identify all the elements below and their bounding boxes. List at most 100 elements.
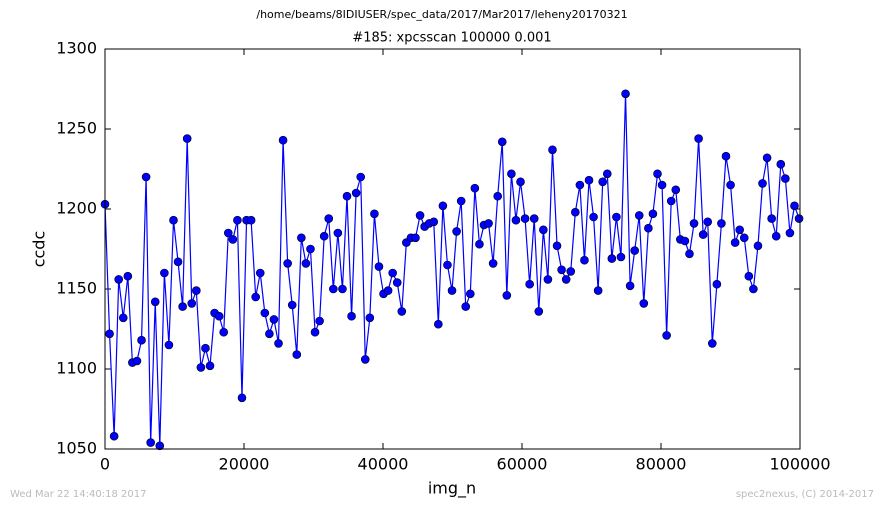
data-point: [365, 313, 375, 323]
data-point: [146, 438, 155, 447]
data-point: [785, 228, 795, 238]
credit: spec2nexus, (C) 2014-2017: [736, 489, 874, 500]
data-point: [694, 134, 703, 143]
data-point: [790, 201, 799, 211]
data-point: [192, 286, 201, 295]
data-point: [571, 207, 580, 217]
data-point: [150, 297, 160, 307]
data-point: [283, 259, 292, 268]
file-path: /home/beams/8IDIUSER/spec_data/2017/Mar2…: [256, 8, 627, 21]
data-point: [507, 169, 516, 179]
data-point: [475, 239, 484, 249]
data-point: [160, 268, 169, 278]
data-point: [575, 180, 585, 190]
data-point: [265, 329, 274, 339]
data-point: [447, 286, 457, 295]
data-point: [739, 233, 749, 243]
data-point: [529, 214, 539, 223]
data-point: [105, 329, 114, 339]
data-point: [607, 254, 617, 263]
y-tick-label: 1250: [56, 119, 97, 138]
data-point: [730, 238, 740, 247]
data-point: [625, 281, 635, 291]
data-point: [493, 191, 502, 201]
data-point: [155, 441, 165, 451]
data-point: [374, 262, 384, 271]
data-point: [726, 180, 735, 190]
data-point: [589, 212, 598, 222]
data-point: [717, 219, 726, 228]
timestamp: Wed Mar 22 14:40:18 2017: [10, 489, 146, 500]
data-point: [767, 214, 776, 223]
data-point: [598, 177, 608, 187]
data-point: [721, 151, 731, 161]
data-point: [388, 268, 397, 278]
data-point: [543, 275, 553, 284]
data-point: [292, 350, 302, 359]
data-point: [360, 355, 370, 364]
data-point: [187, 299, 197, 308]
data-point: [356, 172, 366, 182]
data-point: [118, 313, 128, 323]
data-point: [333, 228, 343, 238]
data-point: [123, 271, 133, 281]
data-point: [329, 284, 338, 294]
data-point: [552, 241, 562, 251]
data-point: [758, 179, 767, 188]
data-point: [762, 153, 772, 163]
x-tick-label: 40000: [358, 455, 409, 474]
x-tick-label: 0: [100, 455, 110, 474]
data-point: [233, 215, 242, 225]
data-point: [744, 271, 754, 281]
data-point: [178, 302, 187, 311]
data-point: [214, 311, 224, 321]
y-axis-label: ccdc: [30, 231, 49, 268]
data-point: [370, 209, 379, 219]
y-tick-label: 1200: [56, 199, 97, 218]
data-point: [278, 135, 288, 145]
data-point: [269, 315, 279, 324]
data-point: [169, 215, 178, 225]
data-point: [602, 169, 612, 179]
y-tick-label: 1050: [56, 439, 97, 458]
data-point: [132, 356, 142, 366]
data-point: [612, 212, 621, 222]
data-point: [315, 316, 324, 326]
data-point: [630, 246, 639, 255]
data-point: [781, 174, 790, 183]
data-point: [324, 214, 334, 223]
data-point: [534, 307, 544, 316]
data-point: [164, 340, 174, 350]
data-point: [753, 241, 763, 251]
data-point: [794, 214, 804, 223]
data-point: [415, 211, 425, 220]
data-point: [306, 244, 315, 254]
data-point: [411, 233, 420, 243]
data-point: [771, 231, 781, 241]
x-tick-label: 20000: [219, 455, 270, 474]
data-point: [634, 211, 644, 220]
data-point: [338, 284, 347, 294]
x-tick-label: 100000: [769, 455, 830, 474]
data-point: [653, 169, 662, 179]
data-point: [434, 319, 443, 329]
data-point: [593, 286, 603, 295]
data-point: [502, 291, 512, 300]
data-point: [246, 215, 256, 225]
data-point: [182, 134, 192, 143]
chart-title: #185: xpcsscan 100000 0.001: [352, 31, 551, 46]
data-point: [698, 230, 708, 239]
data-point: [228, 235, 238, 244]
data-point: [452, 227, 461, 236]
data-point: [109, 431, 119, 441]
data-point: [484, 219, 493, 228]
data-point: [776, 159, 786, 169]
data-point: [347, 311, 356, 321]
data-point: [255, 268, 265, 278]
data-point: [566, 267, 576, 276]
data-point: [310, 327, 320, 337]
x-axis-label: img_n: [428, 479, 476, 499]
data-point: [438, 201, 448, 211]
data-point: [749, 284, 758, 294]
